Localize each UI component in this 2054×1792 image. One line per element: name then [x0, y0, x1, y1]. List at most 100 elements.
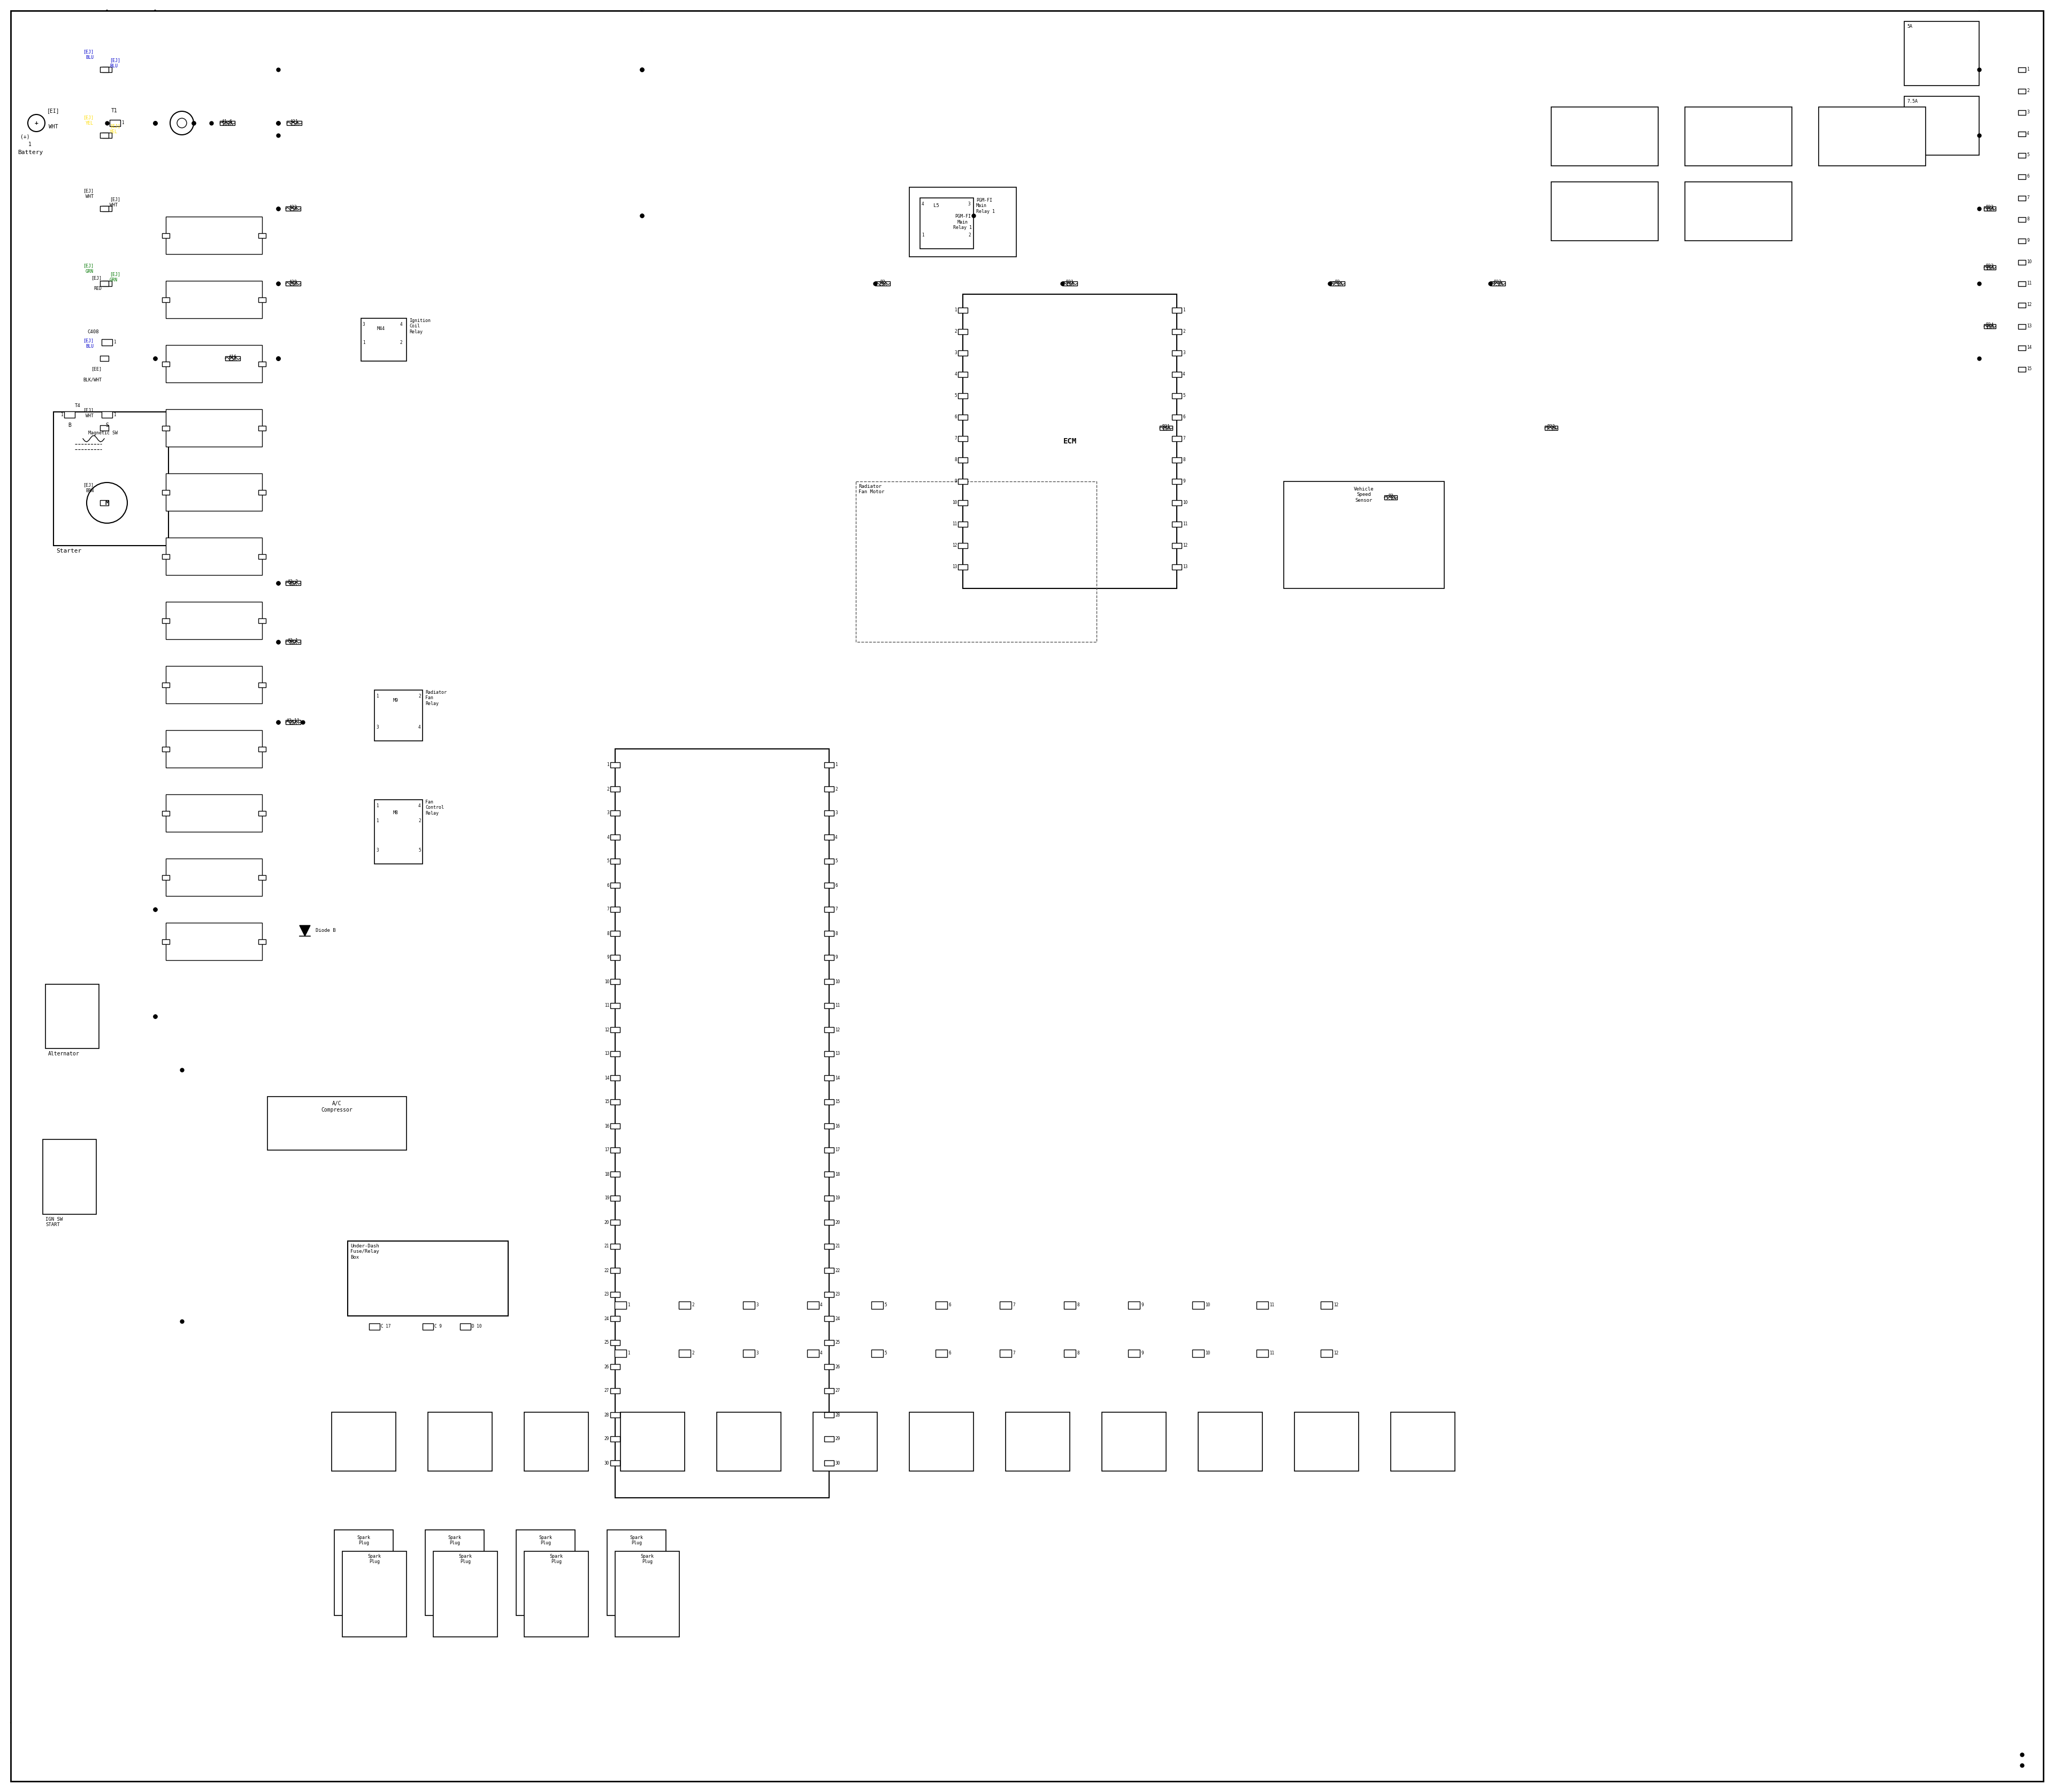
Bar — [162, 747, 170, 751]
Text: 11: 11 — [604, 1004, 610, 1009]
Text: 14: 14 — [836, 1075, 840, 1081]
Bar — [101, 425, 109, 430]
Text: A1-6: A1-6 — [222, 120, 232, 124]
Text: WHT: WHT — [49, 124, 58, 129]
Bar — [824, 1364, 834, 1369]
Bar — [1064, 1349, 1076, 1357]
Text: 10A: 10A — [1163, 426, 1171, 432]
Text: 7.5A: 7.5A — [1906, 99, 1918, 104]
Bar — [824, 787, 834, 792]
Bar — [807, 1301, 820, 1308]
Bar — [1173, 435, 1181, 441]
Bar — [1257, 1349, 1267, 1357]
Bar — [935, 1349, 947, 1357]
Bar — [957, 435, 967, 441]
Bar — [824, 930, 834, 935]
Bar — [1161, 426, 1173, 430]
Bar — [871, 1349, 883, 1357]
Text: A29: A29 — [290, 280, 298, 285]
Text: 18: 18 — [604, 1172, 610, 1177]
Bar — [1191, 1301, 1204, 1308]
Bar — [957, 478, 967, 484]
Text: 60A: 60A — [290, 581, 298, 586]
Bar — [824, 810, 834, 815]
Text: 1: 1 — [364, 340, 366, 346]
Text: 4: 4 — [836, 835, 838, 840]
Text: PGM-FI
Main
Relay 1: PGM-FI Main Relay 1 — [953, 213, 972, 229]
Bar — [957, 351, 967, 357]
Bar — [166, 409, 263, 446]
Circle shape — [29, 115, 45, 131]
Bar — [1173, 500, 1181, 505]
Bar — [1173, 371, 1181, 376]
Bar — [1551, 181, 1658, 240]
Bar — [2019, 238, 2025, 244]
Bar — [610, 1004, 620, 1009]
Text: B: B — [68, 423, 72, 428]
Text: [EJ]
GRN: [EJ] GRN — [109, 272, 121, 283]
Text: 12: 12 — [1183, 543, 1187, 548]
Bar — [101, 206, 109, 211]
Text: D 10: D 10 — [472, 1324, 483, 1330]
Text: 17: 17 — [836, 1147, 840, 1152]
Text: L5: L5 — [933, 202, 939, 208]
Text: Vehicle
Speed
Sensor: Vehicle Speed Sensor — [1354, 487, 1374, 504]
Text: 16: 16 — [604, 1124, 610, 1129]
Bar — [2019, 324, 2025, 328]
Bar — [824, 1147, 834, 1152]
Bar — [610, 1292, 620, 1297]
Bar — [824, 835, 834, 840]
Text: 16: 16 — [836, 1124, 840, 1129]
Text: 1: 1 — [922, 233, 924, 238]
Circle shape — [86, 482, 127, 523]
Text: 29: 29 — [836, 1437, 840, 1441]
Bar — [1904, 97, 1980, 156]
Text: 1: 1 — [626, 1303, 631, 1308]
Bar — [1818, 108, 1927, 167]
Text: 2: 2 — [401, 340, 403, 346]
Bar — [824, 1435, 834, 1441]
Text: 9: 9 — [1140, 1351, 1144, 1357]
Bar — [824, 762, 834, 767]
Bar — [957, 521, 967, 527]
Text: C408: C408 — [88, 330, 99, 335]
Text: 7.5A: 7.5A — [1331, 281, 1343, 287]
Bar — [64, 412, 74, 418]
Text: 1: 1 — [113, 340, 115, 344]
Bar — [288, 120, 302, 125]
Text: 2: 2 — [1183, 330, 1185, 333]
Bar — [166, 602, 263, 640]
Text: 21: 21 — [836, 1244, 840, 1249]
Text: 2: 2 — [2027, 88, 2029, 93]
Bar — [162, 425, 170, 430]
Bar — [824, 1220, 834, 1226]
Bar — [259, 874, 265, 880]
Text: A/C
Compressor: A/C Compressor — [320, 1100, 353, 1113]
Text: 5: 5 — [955, 394, 957, 398]
Text: [EJ]
YEL: [EJ] YEL — [82, 115, 94, 125]
Bar — [259, 554, 265, 559]
Text: 26: 26 — [836, 1364, 840, 1369]
Text: 2: 2 — [836, 787, 838, 792]
Text: 4: 4 — [606, 835, 610, 840]
Text: 28: 28 — [836, 1412, 840, 1417]
Bar — [1545, 426, 1557, 430]
Text: PGM-FI
Main
Relay 1: PGM-FI Main Relay 1 — [976, 197, 994, 213]
Text: 3: 3 — [376, 724, 378, 729]
Text: 2: 2 — [606, 787, 610, 792]
Bar — [610, 1460, 620, 1466]
Text: 5: 5 — [883, 1351, 887, 1357]
Text: 18: 18 — [836, 1172, 840, 1177]
Text: 3: 3 — [606, 810, 610, 815]
Text: 12: 12 — [2027, 303, 2031, 306]
Text: Radiator
Fan Motor: Radiator Fan Motor — [859, 484, 885, 495]
Bar — [347, 1242, 507, 1315]
Bar — [610, 762, 620, 767]
Bar — [813, 1412, 877, 1471]
Bar — [1284, 482, 1444, 588]
Bar — [614, 1301, 626, 1308]
Text: 1: 1 — [62, 412, 64, 418]
Bar — [957, 392, 967, 398]
Text: Battery: Battery — [18, 151, 43, 156]
Text: RED: RED — [94, 287, 101, 292]
